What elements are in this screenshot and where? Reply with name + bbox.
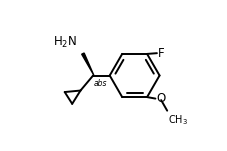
Text: F: F <box>158 47 165 60</box>
Text: H$_2$N: H$_2$N <box>53 35 77 50</box>
Polygon shape <box>82 53 94 75</box>
Text: abs: abs <box>94 79 107 88</box>
Text: CH$_3$: CH$_3$ <box>168 114 188 127</box>
Text: O: O <box>157 92 166 105</box>
